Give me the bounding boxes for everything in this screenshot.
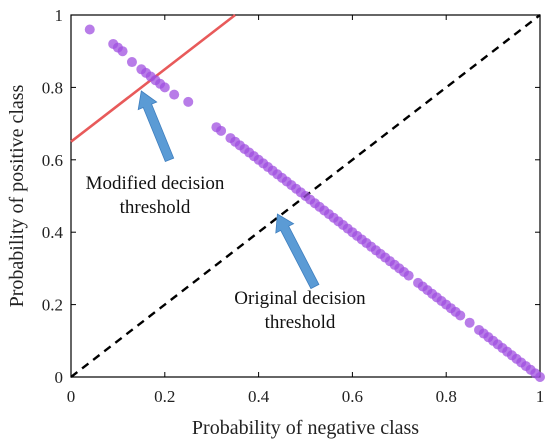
y-tick-label: 0.8 bbox=[42, 78, 63, 97]
annotation-arrows bbox=[137, 90, 320, 290]
y-tick-label: 0.2 bbox=[42, 296, 63, 315]
x-tick-label: 0.6 bbox=[342, 387, 363, 406]
x-tick-label: 0 bbox=[67, 387, 76, 406]
annotation-label: Original decision bbox=[234, 288, 366, 309]
annotation-arrow bbox=[275, 213, 320, 290]
x-tick-label: 0.8 bbox=[436, 387, 457, 406]
data-point bbox=[169, 89, 180, 100]
data-points bbox=[84, 24, 545, 382]
data-point bbox=[535, 372, 545, 382]
annotation-label: Modified decision bbox=[86, 173, 225, 194]
annotation-arrow bbox=[137, 90, 175, 163]
x-tick-label: 0.4 bbox=[248, 387, 270, 406]
data-point bbox=[84, 24, 95, 35]
y-tick-label: 0 bbox=[55, 368, 64, 387]
data-point bbox=[464, 317, 475, 328]
plot-frame bbox=[70, 14, 541, 378]
y-axis-label: Probability of positive class bbox=[6, 84, 28, 307]
data-point bbox=[117, 46, 128, 57]
data-point bbox=[216, 125, 227, 136]
data-point bbox=[455, 310, 466, 321]
x-axis-label: Probability of negative class bbox=[192, 417, 419, 439]
data-point bbox=[159, 82, 170, 93]
data-point bbox=[183, 96, 194, 107]
annotation-label: threshold bbox=[120, 197, 191, 218]
annotation-labels: Modified decision threshold Original decis… bbox=[86, 173, 367, 333]
y-tick-label: 0.6 bbox=[42, 151, 63, 170]
y-tick-label: 1 bbox=[55, 6, 64, 25]
axes: 0 0.2 0.4 0.6 0.8 1 0 0.2 0.4 0.6 0.8 1 bbox=[42, 6, 545, 406]
data-point bbox=[403, 270, 414, 281]
y-tick-label: 0.4 bbox=[42, 223, 64, 242]
annotation-label: threshold bbox=[265, 312, 336, 333]
x-tick-label: 0.2 bbox=[154, 387, 175, 406]
x-tick-label: 1 bbox=[536, 387, 545, 406]
data-point bbox=[126, 57, 137, 68]
